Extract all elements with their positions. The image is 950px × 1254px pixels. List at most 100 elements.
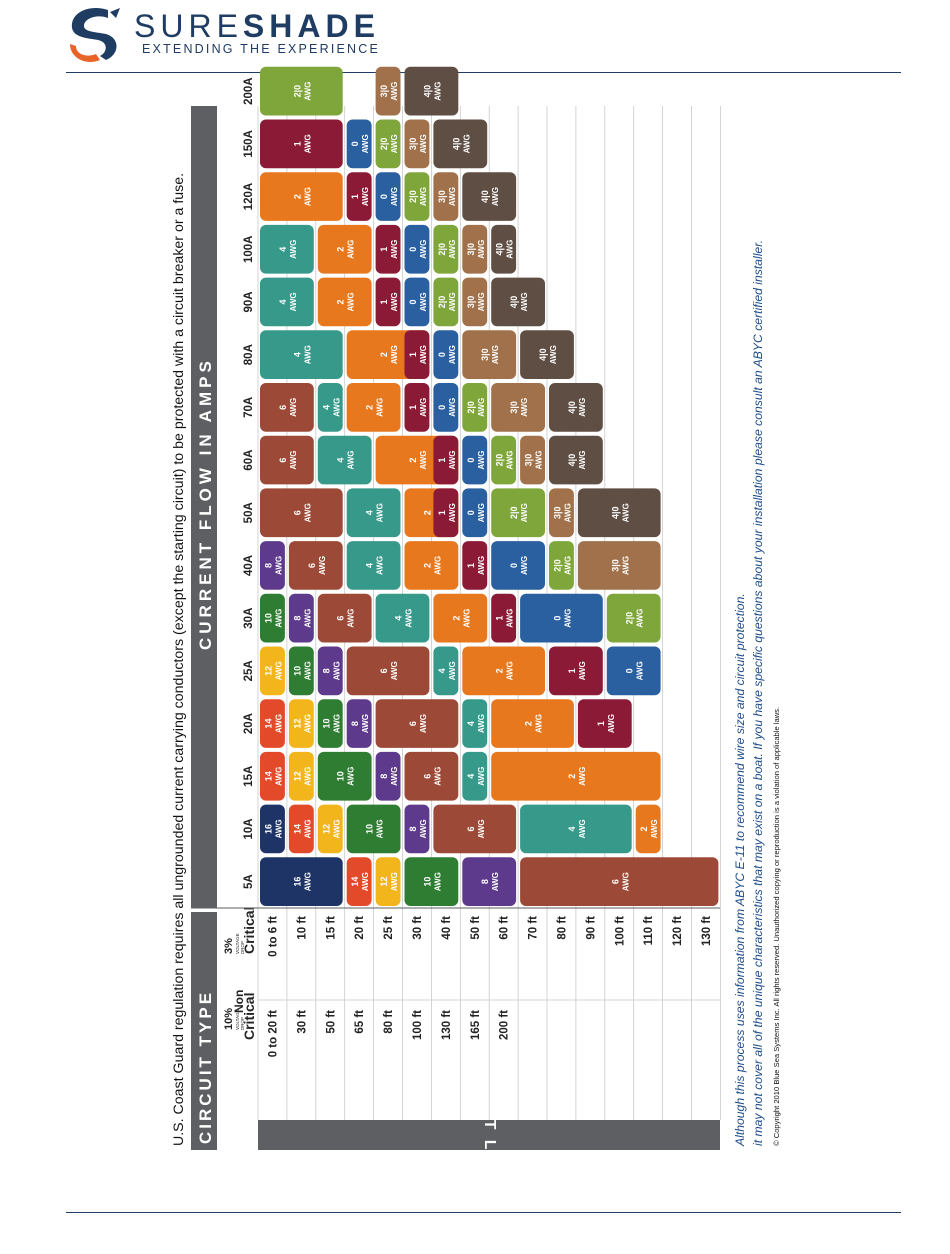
wire-gauge-bar: 12 AWG [288,751,314,801]
circuit-length-band [258,1120,720,1150]
wire-gauge-bar-fill [288,541,343,590]
wire-gauge-bar: 10 AWG [260,593,285,643]
wire-gauge-unit: AWG [578,767,587,786]
critical-length-label: 0 to 6 ft [267,916,279,957]
wire-gauge-unit: AWG [390,661,399,680]
wire-gauge-unit: AWG [303,819,312,838]
wire-gauge-unit: AWG [332,714,341,733]
wire-gauge-value: 12 [263,666,273,676]
wire-gauge-bar-fill [433,804,517,854]
wire-gauge-bar: 4|0 AWG [433,119,488,169]
wire-gauge-value: 2 [336,247,346,252]
circuit-type-label: CIRCUIT TYPE [196,990,215,1144]
wire-gauge-value: 1 [379,247,389,252]
noncritical-length-label: 30 ft [296,1010,308,1034]
wire-gauge-value: 3|0 [466,243,476,256]
wire-gauge-bar: 6 AWG [375,699,459,748]
wire-gauge-value: 16 [292,877,302,887]
wire-gauge-bar-fill [288,593,314,643]
wire-gauge-unit: AWG [578,819,587,838]
wire-gauge-unit: AWG [419,398,428,417]
wire-gauge-bar-fill [462,541,488,590]
wire-gauge-bar: 8 AWG [375,751,401,801]
wire-gauge-bar-fill [375,119,401,169]
wire-gauge-bar-fill [346,172,372,221]
wire-gauge-unit: AWG [390,767,399,786]
wire-gauge-unit: AWG [332,661,341,680]
wire-gauge-bar: 6 AWG [260,435,314,485]
wire-gauge-value: 8 [292,616,302,621]
wire-gauge-bar-fill [260,66,343,116]
wire-gauge-value: 6 [422,774,432,779]
wire-gauge-value: 0 [552,616,562,621]
wire-gauge-value: 3|0 [524,454,534,467]
wire-gauge-value: 8 [321,668,331,673]
wire-gauge-bar: 3|0 AWG [491,383,546,432]
wire-gauge-bar: 4 AWG [317,435,372,485]
wire-gauge-unit: AWG [578,450,587,469]
sureshade-logo-icon [70,8,120,63]
wire-gauge-bar-fill [346,804,401,854]
wire-gauge-unit: AWG [491,345,500,364]
wire-gauge-bar-fill [462,330,517,379]
wire-gauge-unit: AWG [274,767,283,786]
wire-gauge-value: 4 [394,616,404,621]
wire-gauge-unit: AWG [361,872,370,891]
wire-gauge-bar-fill [317,751,372,801]
wire-gauge-unit: AWG [506,240,515,259]
wire-gauge-bar: 4 AWG [462,699,488,748]
svg-text:3%: 3% [223,938,235,954]
critical-length-label: 20 ft [354,916,366,940]
wire-gauge-value: 1 [408,352,418,357]
wire-gauge-bar-fill [260,172,343,221]
wire-gauge-value: 3|0 [466,296,476,309]
wire-gauge-bar-fill [462,224,488,274]
wire-gauge-bar-fill [491,541,546,590]
wire-gauge-unit: AWG [448,292,457,311]
wire-gauge-bar-fill [375,857,401,906]
wire-gauge-bar-fill [433,646,459,696]
wire-gauge-bar-fill [260,488,343,538]
wire-gauge-value: 2|0 [379,138,389,151]
wire-gauge-value: 2|0 [437,296,447,309]
noncritical-length-label: 65 ft [354,1010,366,1034]
wire-gauge-value: 6 [292,510,302,515]
wire-gauge-bar: 1 AWG [491,593,517,643]
wire-gauge-value: 2 [365,405,375,410]
wire-gauge-bar-fill [520,857,719,906]
svg-text:VOLTAGE: VOLTAGE [235,1009,240,1030]
wire-gauge-unit: AWG [477,398,486,417]
wire-gauge-bar-fill [606,646,661,696]
wire-gauge-unit: AWG [303,714,312,733]
wire-gauge-unit: AWG [491,872,500,891]
wire-gauge-unit: AWG [448,345,457,364]
wire-gauge-bar: 16 AWG [260,857,343,906]
wire-gauge-bar: 10 AWG [288,646,314,696]
wire-gauge-value: 2 [422,510,432,515]
critical-length-label: 50 ft [470,916,482,940]
wire-gauge-value: 1 [350,194,360,199]
wire-gauge-value: 3|0 [379,85,389,98]
wire-gauge-bar-fill [317,383,343,432]
wire-gauge-value: 6 [379,668,389,673]
wire-gauge-bar: 1 AWG [577,699,632,748]
wire-gauge-value: 10 [292,666,302,676]
wire-gauge-bar-fill [520,593,603,643]
wire-gauge-bar-fill [433,435,459,485]
wire-gauge-bar-fill [549,646,603,696]
wire-gauge-bar: 2|0 AWG [433,224,459,274]
wire-gauge-bar: 3|0 AWG [462,277,488,327]
amp-header-120A: 120A [243,183,255,211]
wire-gauge-value: 4|0 [495,243,505,256]
wire-gauge-bar: 3|0 AWG [549,488,574,538]
critical-length-label: 80 ft [556,916,568,940]
wire-gauge-value: 2|0 [552,559,562,572]
wire-gauge-bar-fill [288,804,314,854]
wire-gauge-bar-fill [260,224,314,274]
wire-gauge-unit: AWG [621,556,630,575]
svg-text:Critical: Critical [241,907,257,954]
wire-gauge-bar-fill [433,277,459,327]
header-band [191,106,217,1150]
noncritical-length-label: 50 ft [325,1010,337,1034]
